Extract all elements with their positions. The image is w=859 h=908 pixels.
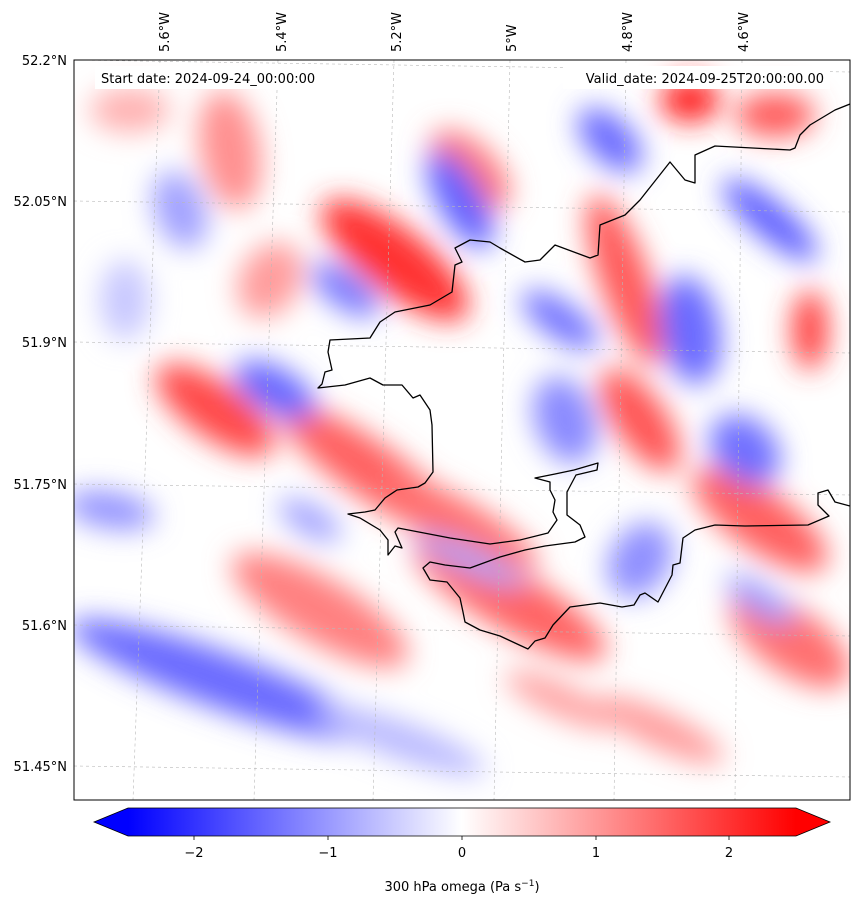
- lon-label: 5.2°W: [390, 12, 405, 52]
- latitude-labels: 52.2°N 52.05°N 51.9°N 51.75°N 51.6°N 51.…: [14, 54, 67, 775]
- lon-label: 5.4°W: [275, 12, 290, 52]
- colorbar-label: 300 hPa omega (Pa s−1): [384, 879, 539, 895]
- lon-label: 5.6°W: [158, 12, 173, 52]
- coastline: [317, 103, 850, 650]
- colorbar-ticks: [193, 836, 730, 840]
- svg-text:Start date: 2024-09-24_00:00:0: Start date: 2024-09-24_00:00:00: [101, 72, 315, 87]
- lon-label: 4.8°W: [621, 12, 636, 52]
- lat-label: 52.05°N: [14, 195, 67, 210]
- lat-label: 52.2°N: [22, 54, 67, 69]
- header-start-date: Start date: 2024-09-24_00:00:00: [95, 66, 343, 89]
- colorbar-tick-label: −1: [318, 846, 337, 861]
- map-panel: Start date: 2024-09-24_00:00:00 Valid_da…: [73, 59, 851, 801]
- lat-label: 51.6°N: [22, 619, 67, 634]
- colorbar-tick-label: −2: [184, 846, 203, 861]
- colorbar-min-extend: [94, 808, 128, 836]
- colorbar-gradient: [128, 808, 796, 836]
- longitude-labels: 5.6°W 5.4°W 5.2°W 5°W 4.8°W 4.6°W: [158, 12, 752, 52]
- colorbar-max-extend: [796, 808, 830, 836]
- svg-text:Valid_date: 2024-09-25T20:00:0: Valid_date: 2024-09-25T20:00:00.00: [586, 72, 824, 87]
- omega-field: [74, 78, 850, 776]
- lat-label: 51.45°N: [14, 760, 67, 775]
- colorbar-tick-label: 0: [458, 846, 466, 861]
- lon-label: 5°W: [505, 24, 520, 52]
- lon-label: 4.6°W: [737, 12, 752, 52]
- colorbar-tick-label: 2: [725, 846, 733, 861]
- lat-label: 51.75°N: [14, 478, 67, 493]
- colorbar: −2 −1 0 1 2 300 hPa omega (Pa s−1): [92, 807, 832, 895]
- header-valid-date: Valid_date: 2024-09-25T20:00:00.00: [563, 66, 830, 89]
- lat-label: 51.9°N: [22, 336, 67, 351]
- colorbar-tick-label: 1: [592, 846, 600, 861]
- map-frame: [73, 59, 851, 801]
